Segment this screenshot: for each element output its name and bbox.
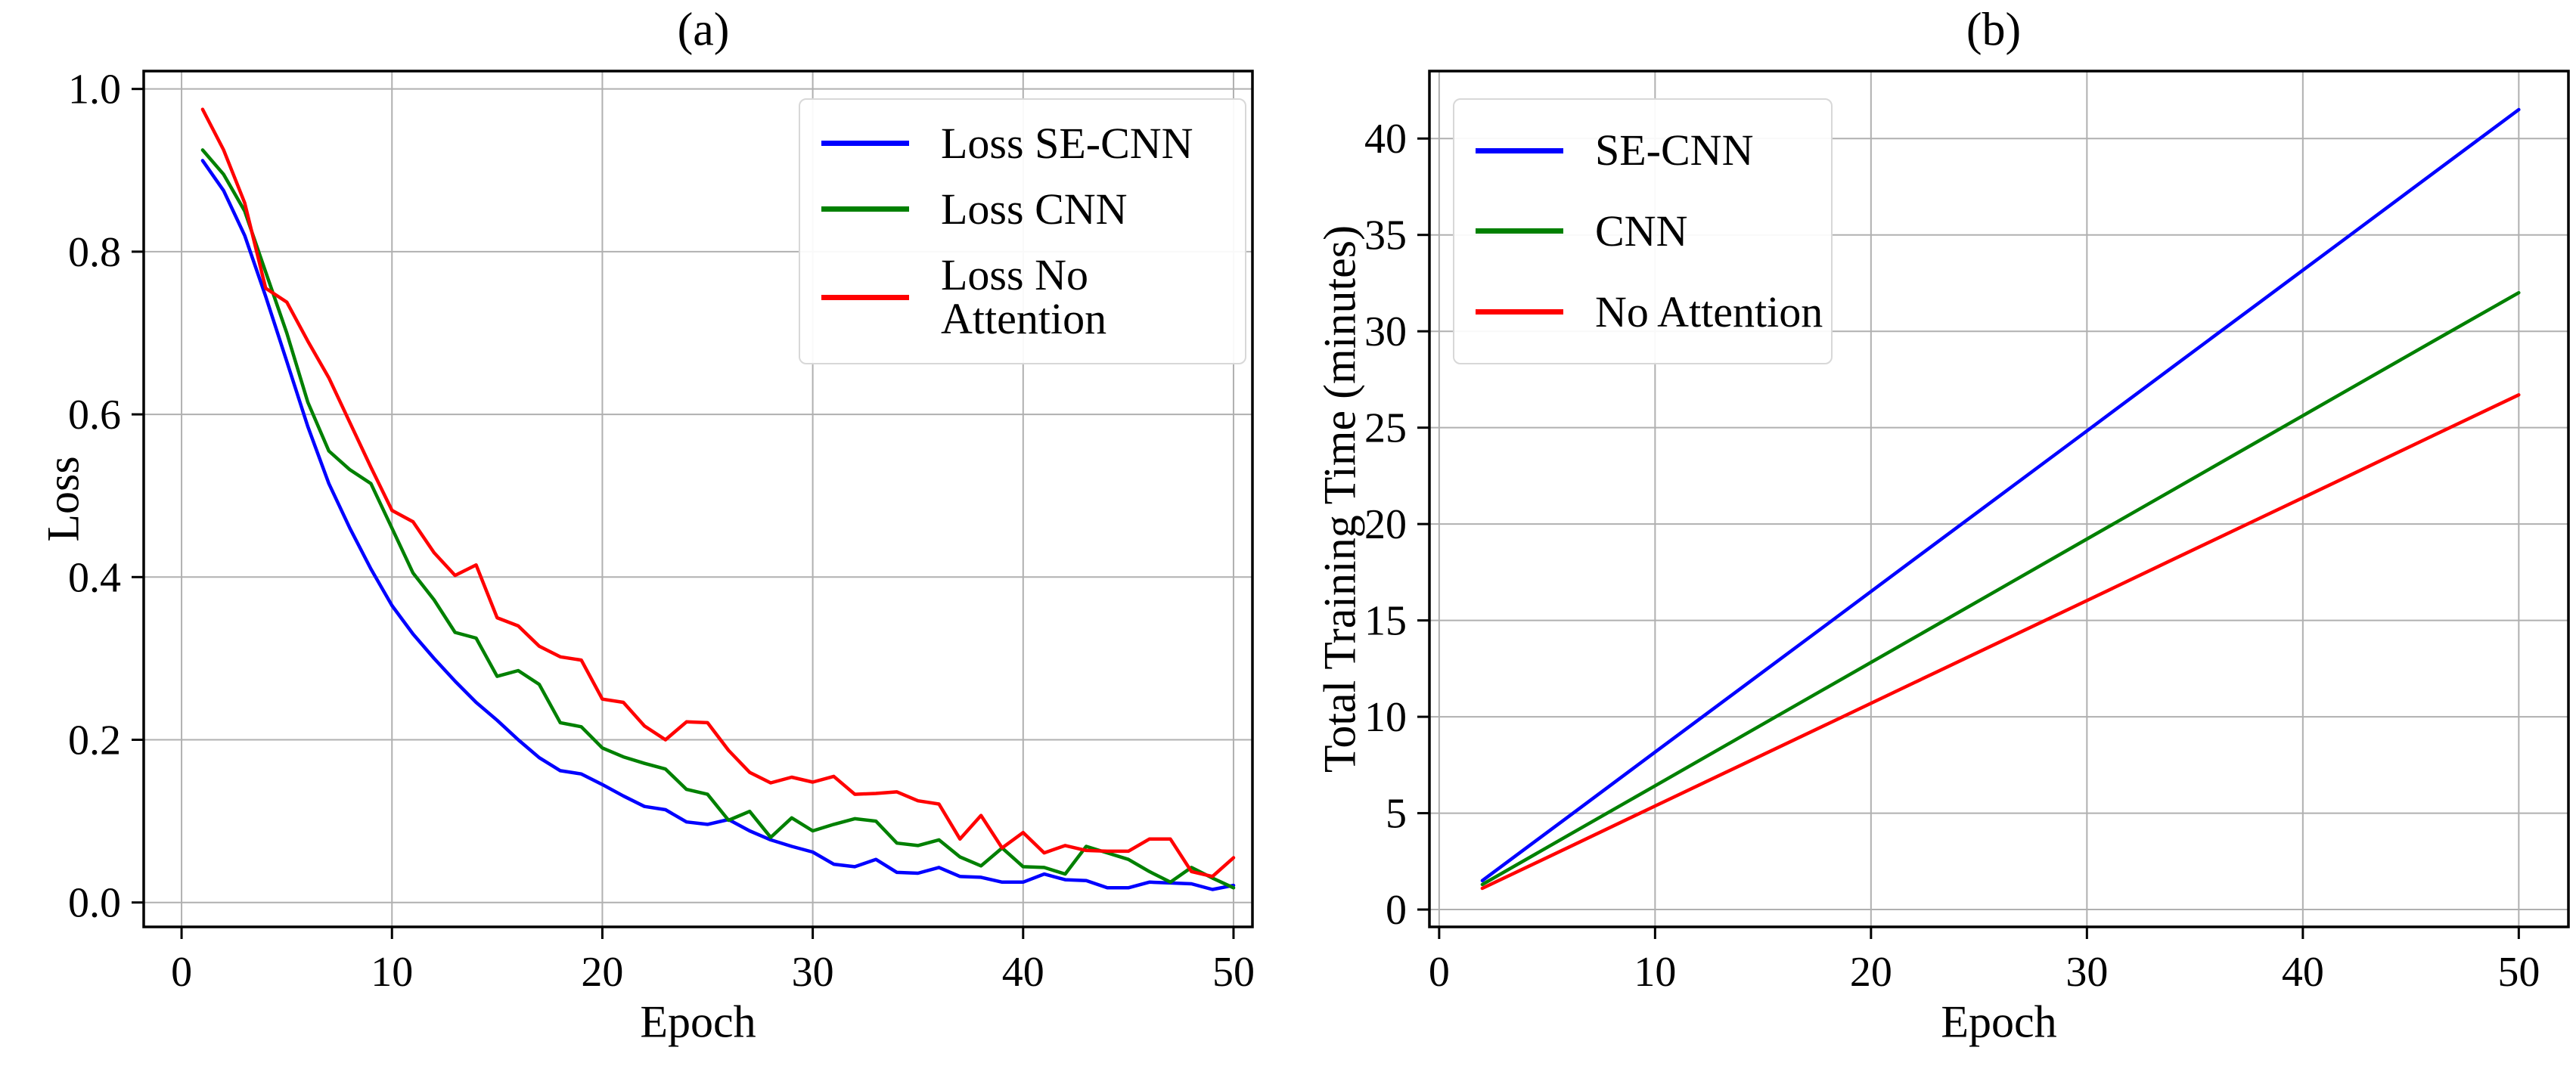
panel-a-x-tick-label: 40 [1002, 949, 1044, 996]
blue-line-swatch-icon [1476, 147, 1563, 153]
panel-b-series-0-line [1480, 107, 2521, 883]
panel-a-series-2-line [200, 107, 1236, 879]
legend-item-loss-no-attention: Loss No Attention [821, 253, 1237, 341]
panel-a-x-tick-label: 0 [171, 949, 192, 996]
panel-b-y-tick-label: 40 [1364, 116, 1407, 163]
panel-b-y-tick-label: 30 [1364, 308, 1407, 355]
panel-a-spines [142, 70, 1254, 928]
panel-b-title: (b) [1966, 4, 2022, 56]
legend-item-cnn: CNN [1476, 209, 1823, 253]
panel-a-x-tick-label: 30 [792, 949, 834, 996]
panel-a-title: (a) [677, 4, 730, 56]
panel-b-xlabel: Epoch [1941, 996, 2057, 1047]
panel-a-y-tick-label: 0.2 [68, 717, 121, 764]
panel-b-y-tick-label: 10 [1364, 694, 1407, 741]
legend-item-se-cnn: SE-CNN [1476, 129, 1823, 172]
panel-b-plot: 0 10 20 30 40 50 0 5 10 15 20 25 30 35 40 [1364, 70, 2570, 996]
panel-b-ticks: 0 10 20 30 40 50 0 5 10 15 20 25 30 35 40 [1364, 116, 2540, 996]
panel-b-x-tick-label: 50 [2497, 949, 2540, 996]
legend-label: Loss No Attention [941, 250, 1107, 344]
panel-a-legend: Loss SE-CNN Loss CNN Loss No Attention [799, 98, 1246, 364]
panel-a-series-0-line [200, 159, 1236, 891]
panel-b-x-tick-label: 20 [1850, 949, 1892, 996]
legend-label: Loss CNN [941, 184, 1128, 234]
legend-label: CNN [1595, 206, 1688, 256]
panel-a-y-tick-label: 0.4 [68, 554, 121, 601]
panel-b-x-tick-label: 10 [1634, 949, 1676, 996]
legend-item-no-attention: No Attention [1476, 290, 1823, 334]
panel-b-series-1-line [1480, 290, 2521, 887]
panel-b-y-tick-label: 20 [1364, 501, 1407, 548]
panel-b-series-2-line [1480, 393, 2521, 891]
panel-b-spines [1428, 70, 2570, 928]
panel-b-legend: SE-CNN CNN No Attention [1453, 98, 1833, 364]
legend-label: SE-CNN [1595, 126, 1754, 175]
panel-a-y-tick-label: 0.6 [68, 392, 121, 438]
panel-b-x-tick-label: 30 [2065, 949, 2108, 996]
panel-a-xlabel: Epoch [640, 996, 756, 1047]
panel-a-y-tick-label: 0.0 [68, 880, 121, 927]
panel-a-ticks: 0 10 20 30 40 50 0.0 0.2 0.4 0.6 0.8 1.0 [68, 67, 1255, 996]
legend-item-loss-cnn: Loss CNN [821, 187, 1237, 231]
panel-b-grid [1429, 71, 2568, 927]
green-line-swatch-icon [821, 206, 909, 212]
panel-a-x-tick-label: 20 [581, 949, 623, 996]
panel-a-ylabel: Loss [38, 456, 88, 542]
panel-a-x-tick-label: 10 [371, 949, 413, 996]
legend-item-loss-se-cnn: Loss SE-CNN [821, 118, 1237, 168]
blue-line-swatch-icon [821, 141, 909, 147]
panel-b-y-tick-label: 5 [1386, 791, 1407, 838]
panel-b-x-tick-label: 40 [2282, 949, 2324, 996]
legend-label: No Attention [1595, 287, 1823, 336]
red-line-swatch-icon [821, 294, 909, 300]
panel-b-y-tick-label: 15 [1364, 598, 1407, 645]
panel-b-y-tick-label: 0 [1386, 887, 1407, 934]
panel-b-x-tick-label: 0 [1429, 949, 1450, 996]
red-line-swatch-icon [1476, 309, 1563, 315]
panel-b-y-tick-label: 35 [1364, 212, 1407, 259]
panel-a-x-tick-label: 50 [1212, 949, 1255, 996]
panel-a-y-tick-label: 0.8 [68, 229, 121, 276]
green-line-swatch-icon [1476, 228, 1563, 234]
panel-b-ylabel: Total Training Time (minutes) [1314, 225, 1365, 773]
panel-a-series-1-line [200, 148, 1236, 890]
panel-a-y-tick-label: 1.0 [68, 67, 121, 113]
panel-b-y-tick-label: 25 [1364, 405, 1407, 452]
legend-label: Loss SE-CNN [941, 118, 1193, 168]
